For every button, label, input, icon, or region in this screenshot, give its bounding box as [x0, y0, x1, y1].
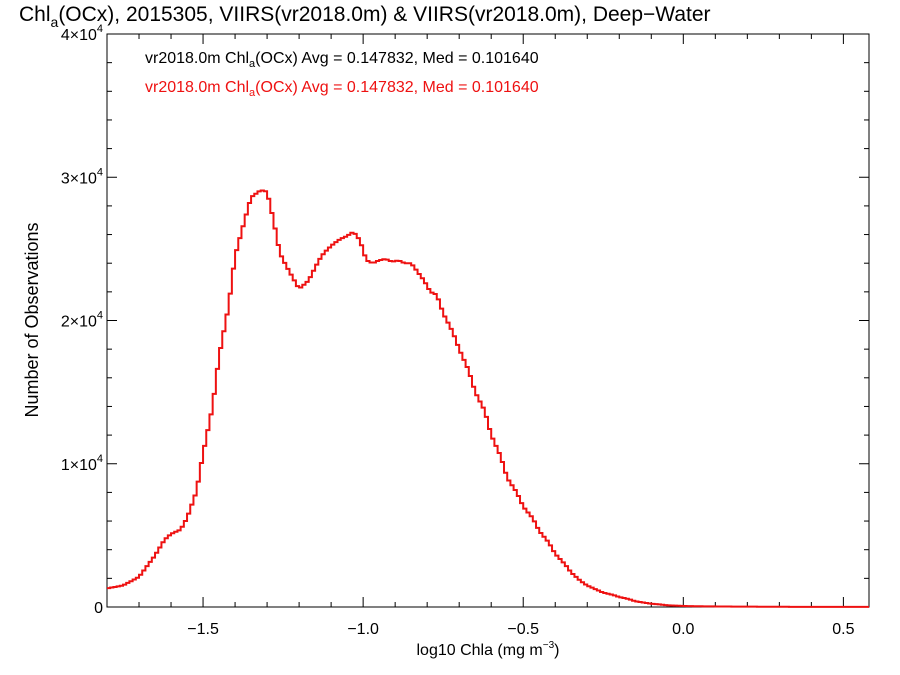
y-tick-label: 2×104 — [61, 310, 103, 331]
annotation-black: vr2018.0m Chla(OCx) Avg = 0.147832, Med … — [145, 50, 539, 70]
y-tick-label: 3×104 — [61, 166, 103, 187]
chart-title-rest: (OCx), 2015305, VIIRS(vr2018.0m) & VIIRS… — [58, 3, 710, 26]
y-tick-label: 1×104 — [61, 453, 103, 474]
plot-frame — [106, 33, 870, 608]
chart-title: Chla(OCx), 2015305, VIIRS(vr2018.0m) & V… — [19, 3, 711, 30]
chart-title-subscript: a — [51, 14, 59, 30]
chart-title-main: Chl — [19, 3, 51, 26]
y-tick-label: 0 — [94, 600, 103, 617]
histogram-series-line — [107, 189, 869, 608]
x-axis-label: log10 Chla (mg m−3) — [416, 640, 559, 659]
axis-ticks: −1.5 −1.0 −0.5 0.0 0.5 0 1×104 2×104 3×104 4×104 — [61, 23, 869, 638]
y-axis-label: Number of Observations — [22, 222, 42, 417]
x-tick-label: 0.0 — [672, 621, 694, 638]
series-layer — [107, 189, 869, 608]
x-tick-label: 0.5 — [832, 621, 854, 638]
x-tick-label: −0.5 — [507, 621, 539, 638]
x-tick-label: −1.5 — [187, 621, 219, 638]
x-tick-label: −1.0 — [347, 621, 379, 638]
annotation-red: vr2018.0m Chla(OCx) Avg = 0.147832, Med … — [145, 79, 539, 99]
y-tick-label: 4×104 — [61, 23, 103, 44]
